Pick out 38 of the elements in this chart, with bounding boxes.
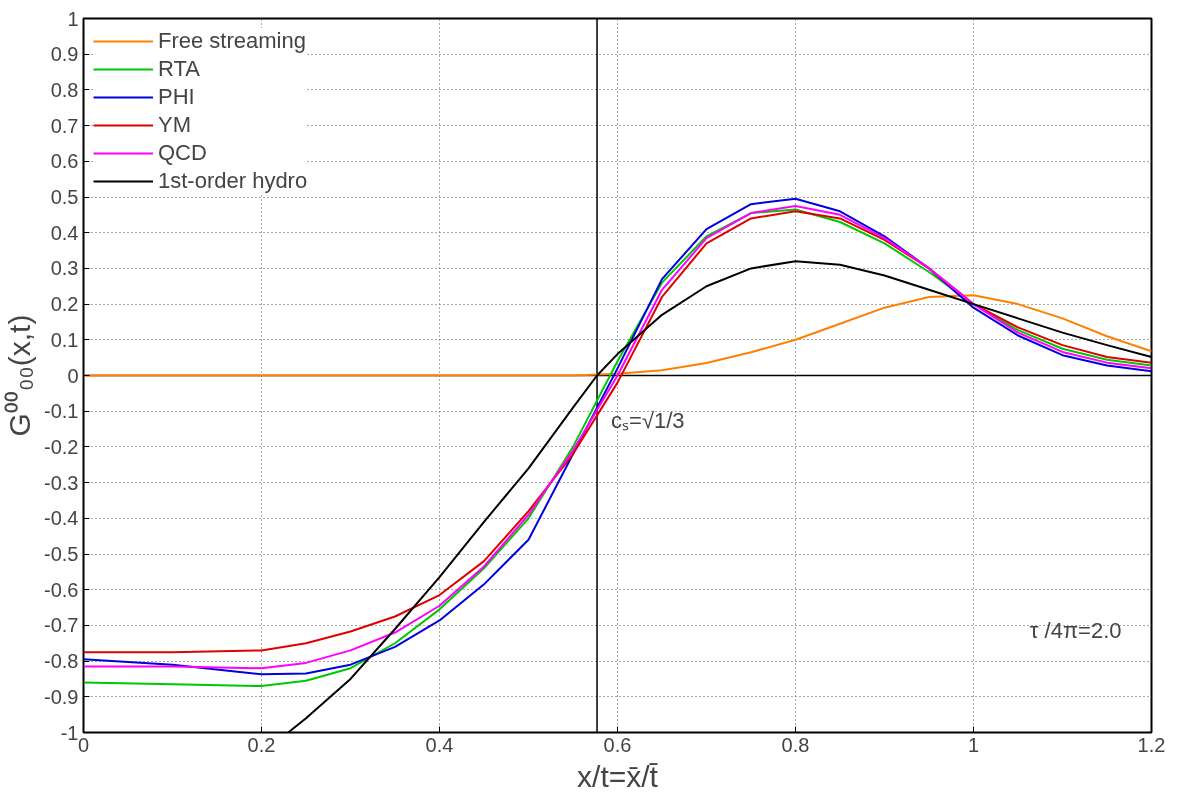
y-tick-label: -0.1 [44,400,79,423]
y-tick-label: -0.2 [44,435,79,458]
y-tick-label: 0.6 [50,150,79,173]
legend-label: YM [158,112,191,138]
y-tick-label: 0.5 [50,186,79,208]
y-tick-label: 1 [67,7,79,30]
y-tick-label: -0.9 [44,685,79,708]
ref-line-label: cₛ=√1/3 [611,407,685,433]
y-tick-label: 0.2 [50,293,79,316]
y-tick-label: -0.7 [44,614,79,637]
legend-label: 1st-order hydro [158,168,308,194]
x-tick-label: 1 [967,733,980,756]
y-tick-label: -0.3 [44,471,79,494]
y-tick-label: 0.3 [50,257,79,280]
y-tick-label: 0.1 [50,328,79,351]
line-series [83,294,1152,377]
x-tick-label: 0.6 [603,733,632,756]
y-tick-label: -0.8 [44,650,79,673]
legend-label: QCD [158,140,207,166]
y-tick-label: 0.4 [50,221,79,244]
x-tick-label: 1.2 [1137,733,1166,756]
y-axis-title: G⁰⁰₀₀(x,t) [3,314,37,437]
y-tick-label: 0.7 [50,114,79,137]
annotation: τ /4π=2.0 [1029,617,1122,643]
y-tick-label: -1 [60,721,79,744]
y-tick-label: -0.5 [44,543,79,565]
x-tick-label: 0.8 [781,733,810,756]
legend-label: Free streaming [158,28,306,54]
x-tick-label: 0.2 [247,733,276,756]
y-tick-label: 0 [67,364,79,387]
x-axis-title: x/t=x̄/t̄ [577,759,659,793]
x-tick-label: 0.4 [425,733,454,756]
y-tick-label: -0.4 [44,507,79,530]
y-tick-label: 0.8 [50,78,79,101]
legend-label: RTA [158,56,200,82]
y-tick-label: 0.9 [50,43,79,66]
legend-label: PHI [158,84,195,110]
y-tick-label: -0.6 [44,578,79,601]
